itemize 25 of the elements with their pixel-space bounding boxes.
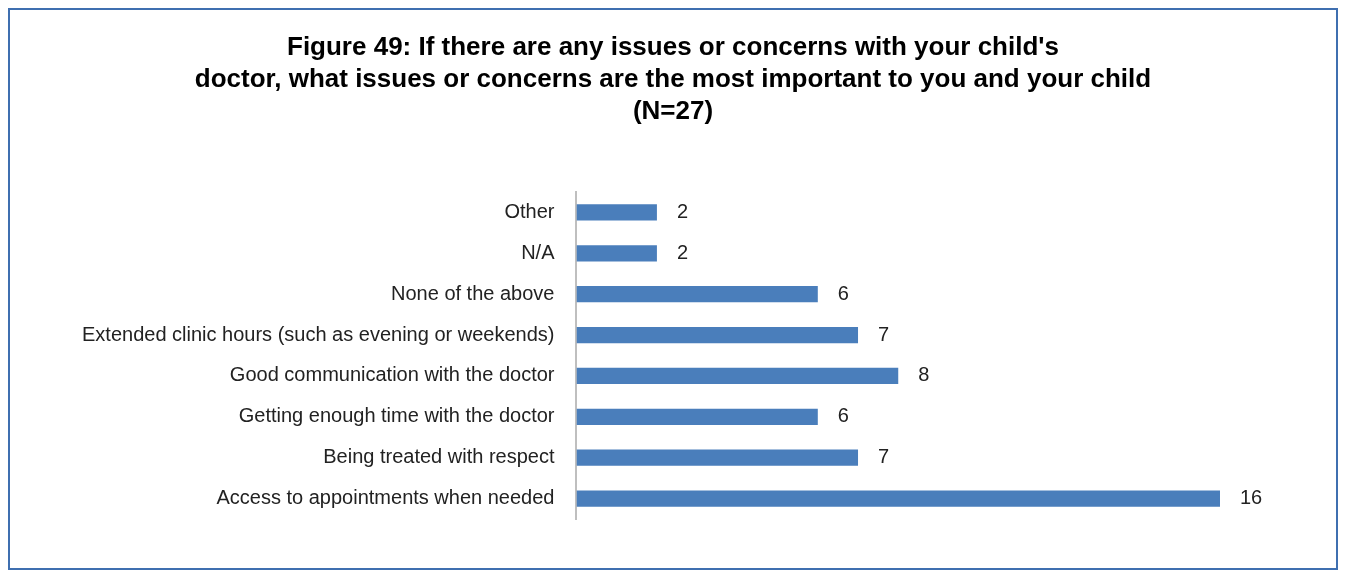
data-label: 6 [837,281,849,304]
bar [576,367,899,385]
data-label: 6 [837,404,849,427]
y-tick-label: Good communication with the doctor [229,363,555,386]
chart-title: Figure 49: If there are any issues or concerns with your child's doctor, what issues or concerns are the most important to you and your child (N=27) [193,30,1153,126]
bar [576,408,818,425]
y-tick-label: None of the above [391,281,555,304]
data-label: 7 [878,322,890,345]
bar [576,204,657,221]
y-tick-label: Getting enough time with the doctor [238,404,555,427]
y-tick-label: Access to appointments when needed [216,486,555,509]
bar [576,449,859,466]
data-label: 2 [676,199,689,222]
data-label: 16 [1240,486,1263,509]
bar [576,326,859,344]
y-tick-label: Being treated with respect [323,445,555,468]
data-label: 8 [918,363,930,386]
y-tick-label: Extended clinic hours (such as evening or weekends) [82,322,555,345]
bar [576,245,657,262]
data-label: 7 [878,445,890,468]
data-label: 2 [676,240,689,263]
y-tick-label: N/A [521,240,556,263]
bar [576,286,818,303]
bar [576,490,1220,507]
y-tick-label: Other [504,199,555,222]
